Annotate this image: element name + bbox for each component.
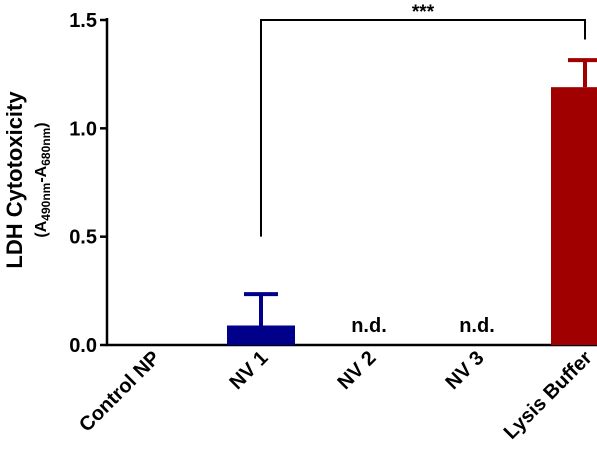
x-category-label: Control NP: [75, 347, 164, 436]
y-axis-label-sub-1: 490nm: [39, 183, 53, 221]
significance-bracket: [260, 19, 586, 237]
bar-label: n.d.: [459, 315, 495, 337]
y-tick-label: 1.5: [69, 10, 97, 32]
bars: n.d. n.d.: [227, 58, 597, 346]
y-axis-label: LDH Cytotoxicity: [2, 91, 27, 269]
y-axis-label-sub-2: 680nm: [39, 128, 53, 166]
y-axis-label-sub-dash: -A: [33, 165, 50, 182]
bar: [551, 87, 597, 346]
annotations: ***: [260, 2, 586, 237]
significance-label: ***: [412, 2, 435, 23]
x-category-label: NV 3: [442, 347, 489, 394]
y-axis-label-sub-close: ): [33, 122, 50, 127]
x-category-label: Lysis Buffer: [500, 347, 597, 444]
y-tick-labels: 0.0 0.5 1.0 1.5: [69, 10, 97, 357]
y-tick-label: 0.5: [69, 227, 97, 249]
y-tick-label: 1.0: [69, 118, 97, 140]
axes: [100, 18, 597, 347]
y-axis-label-main: LDH Cytotoxicity: [2, 91, 27, 269]
bar: [227, 325, 295, 345]
y-axis-label-sub-open: (A: [33, 220, 50, 237]
x-category-labels: Control NP NV 1 NV 2 NV 3 Lysis Buffer: [75, 347, 597, 444]
y-axis-label-units: (A490nm-A680nm): [33, 122, 53, 237]
x-category-label: NV 1: [226, 347, 273, 394]
bar-label: n.d.: [351, 315, 387, 337]
x-category-label: NV 2: [334, 347, 381, 394]
y-tick-label: 0.0: [69, 335, 97, 357]
